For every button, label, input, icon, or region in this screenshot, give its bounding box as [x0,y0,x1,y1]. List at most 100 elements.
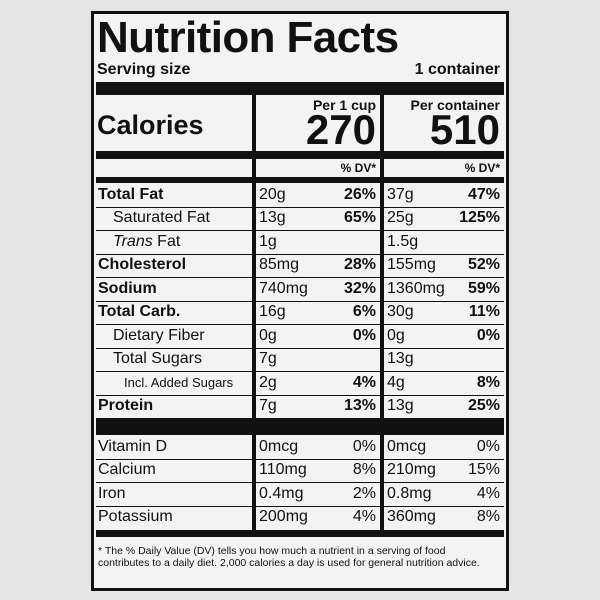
nutrient-name-text: Vitamin D [98,437,168,455]
rule [96,324,504,325]
amount: 1.5g [387,232,419,250]
daily-value: 52% [467,256,500,274]
nutrient-name-text: Fat [157,232,181,250]
rule [96,530,504,537]
dv-header: % DV* [340,161,376,175]
amount: 2g [259,373,277,391]
rule [96,277,504,278]
daily-value: 8% [352,461,376,479]
amount: 13g [259,209,286,227]
amount: 0.8mg [387,484,432,502]
amount: 0.4mg [259,484,304,502]
calories-label: Calories [97,110,204,140]
nutrient-name-text: Incl. Added Sugars [124,374,234,390]
nutrient-name-text: Protein [98,397,154,415]
rule [96,371,504,372]
rule [96,254,504,255]
daily-value: 65% [343,209,376,227]
amount: 200mg [259,508,308,526]
serving-value: 1 container [414,61,500,78]
nutrient-name-text: Total Sugars [113,350,202,368]
daily-value: 2% [352,484,376,502]
daily-value: 0% [352,437,376,455]
nutrient-name: Saturated Fat [113,208,210,228]
daily-value: 15% [467,461,500,479]
amount: 0mcg [387,437,427,455]
amount: 360mg [387,508,436,526]
nutrient-name-text: Total Fat [98,185,164,203]
footnote: * The % Daily Value (DV) tells you how m… [98,545,480,569]
column-header: Per 1 cup [312,97,376,113]
rule [380,95,384,530]
amount: 1g [259,232,277,250]
serving-label: Serving size [97,61,191,78]
nutrient-name: Sodium [98,279,157,299]
nutrient-name: Protein [98,396,153,416]
daily-value: 47% [467,185,500,203]
nutrient-name: Potassium [98,507,173,527]
nutrient-name: Incl. Added Sugars [124,373,233,393]
amount: 1360mg [387,279,445,297]
rule [96,395,504,396]
daily-value: 25% [467,397,500,415]
amount: 13g [387,350,414,368]
daily-value: 0% [476,437,500,455]
daily-value: 0% [352,326,376,344]
nutrient-name-text: Calcium [98,461,156,479]
amount: 740mg [259,279,308,297]
nutrient-name-text: Saturated Fat [113,209,210,227]
rule [96,459,504,460]
daily-value: 11% [468,303,500,321]
daily-value: 32% [343,279,376,297]
nutrient-name: Dietary Fiber [113,326,205,346]
nutrient-name: Calcium [98,460,156,480]
dv-header: % DV* [464,161,500,175]
rule [96,301,504,302]
amount: 110mg [259,461,307,479]
amount: 37g [387,185,414,203]
daily-value: 59% [467,279,500,297]
rule [96,348,504,349]
rule [96,177,504,183]
nutrient-name-prefix: Trans [113,232,153,250]
daily-value: 125% [459,209,500,227]
nutrient-name: Cholesterol [98,255,186,275]
daily-value: 6% [352,303,376,321]
rule [96,418,504,435]
amount: 85mg [259,256,300,274]
daily-value: 8% [476,373,500,391]
amount: 210mg [387,461,436,479]
amount: 0mcg [259,437,299,455]
daily-value: 8% [476,508,500,526]
amount: 4g [387,373,405,391]
nutrient-name: Vitamin D [98,437,167,457]
daily-value: 4% [352,373,376,391]
nutrient-name-text: Potassium [98,508,173,526]
nutrient-name-text: Total Carb. [98,303,181,321]
amount: 7g [259,350,277,368]
amount: 7g [259,397,277,415]
amount: 155mg [387,256,436,274]
nutrient-name-text: Cholesterol [98,256,187,274]
rule [96,506,504,507]
amount: 20g [259,185,286,203]
rule [252,95,256,530]
column-header: Per container [410,97,500,113]
nutrient-name-text: Sodium [98,279,157,297]
nutrient-name-text: Dietary Fiber [113,326,205,344]
calories-value: 270 [305,106,376,153]
rule [96,151,504,159]
rule [96,82,504,95]
calories-value: 510 [429,106,500,153]
rule [96,207,504,208]
amount: 13g [387,397,414,415]
amount: 25g [387,209,414,227]
daily-value: 4% [476,484,500,502]
daily-value: 0% [476,326,500,344]
daily-value: 4% [352,508,376,526]
rule [96,230,504,231]
daily-value: 28% [343,256,376,274]
amount: 0g [387,326,405,344]
amount: 30g [387,303,414,321]
